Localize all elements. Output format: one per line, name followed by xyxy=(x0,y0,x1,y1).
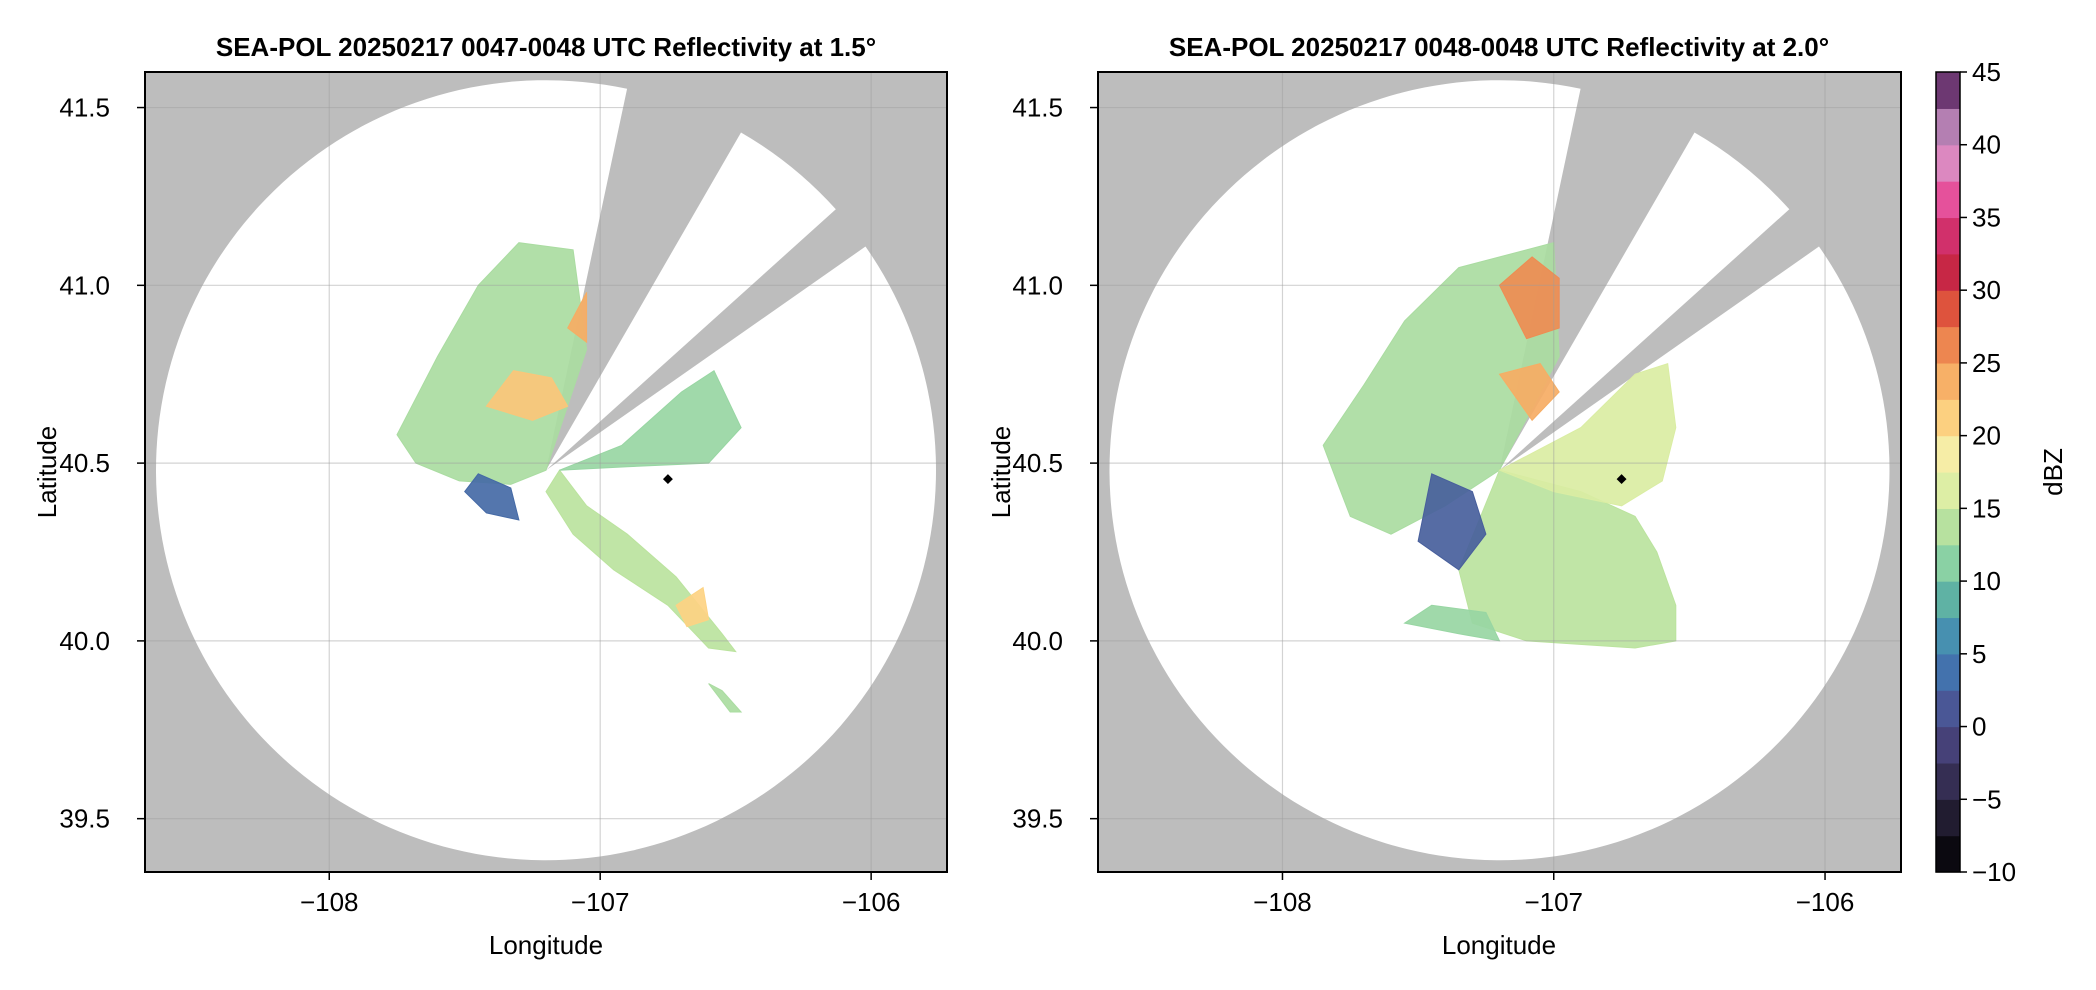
colorbar-bin xyxy=(1936,326,1960,364)
colorbar-bin xyxy=(1936,181,1960,219)
colorbar-bin xyxy=(1936,217,1960,255)
x-tick-labels: −108 −107 −106 xyxy=(1253,872,1854,917)
colorbar-tick-label: −5 xyxy=(1972,784,2002,814)
site-marker xyxy=(662,474,673,485)
colorbar-bin xyxy=(1936,617,1960,655)
grid-lines xyxy=(1098,72,1901,872)
site-marker-point xyxy=(662,474,673,485)
colorbar-bin xyxy=(1936,362,1960,400)
x-axis-label: Longitude xyxy=(1442,930,1556,960)
colorbar-bin xyxy=(1936,144,1960,182)
colorbar: −10 −5 0 5 10 15 20 25 30 35 40 45 dBZ xyxy=(1935,57,2068,887)
grid-lines xyxy=(145,72,947,872)
echo-region xyxy=(464,473,520,521)
colorbar-tick-label: 25 xyxy=(1972,348,2001,378)
colorbar-bin xyxy=(1936,690,1960,728)
colorbar-tick-label: 0 xyxy=(1972,712,1986,742)
colorbar-tick-label: 20 xyxy=(1972,421,2001,451)
colorbar-bin xyxy=(1936,472,1960,509)
colorbar-bin xyxy=(1936,508,1960,546)
colorbar-tick-labels: −10 −5 0 5 10 15 20 25 30 35 40 45 xyxy=(1960,57,2016,887)
y-tick-label: 41.5 xyxy=(1012,93,1063,123)
site-marker xyxy=(1616,474,1627,485)
echo-region xyxy=(485,370,569,421)
y-tick-labels: 39.5 40.0 40.5 41.0 41.5 xyxy=(59,93,145,834)
echo-region xyxy=(1417,473,1487,571)
reflectivity-echoes xyxy=(396,242,743,713)
colorbar-bin xyxy=(1936,799,1960,837)
x-tick-label: −106 xyxy=(1796,887,1855,917)
y-tick-label: 41.0 xyxy=(59,270,110,300)
site-marker-point xyxy=(1616,474,1627,485)
x-axis-label: Longitude xyxy=(489,930,603,960)
y-tick-label: 40.0 xyxy=(59,626,110,656)
colorbar-frame xyxy=(1935,71,1961,873)
panel-title: SEA-POL 20250217 0048-0048 UTC Reflectiv… xyxy=(1169,32,1829,62)
ppi-panel-2: SEA-POL 20250217 0048-0048 UTC Reflectiv… xyxy=(986,32,1902,960)
colorbar-tick-label: 30 xyxy=(1972,275,2001,305)
x-tick-label: −108 xyxy=(1253,887,1312,917)
x-tick-label: −106 xyxy=(842,887,901,917)
colorbar-tick-label: 45 xyxy=(1972,57,2001,87)
colorbar-bin xyxy=(1936,72,1960,109)
y-tick-label: 40.5 xyxy=(59,448,110,478)
colorbar-bin xyxy=(1936,435,1960,473)
colorbar-label: dBZ xyxy=(2038,448,2068,496)
echo-region xyxy=(1458,469,1677,649)
plot-frame xyxy=(144,71,948,873)
x-tick-label: −107 xyxy=(571,887,630,917)
echo-region xyxy=(708,683,743,713)
echo-region xyxy=(1498,363,1560,422)
reflectivity-echoes xyxy=(1322,242,1677,649)
plot-frame xyxy=(1097,71,1902,873)
y-tick-label: 40.0 xyxy=(1012,626,1063,656)
y-tick-label: 41.0 xyxy=(1012,270,1063,300)
y-tick-label: 39.5 xyxy=(59,804,110,834)
y-tick-labels: 39.5 40.0 40.5 41.0 41.5 xyxy=(1012,93,1098,834)
y-tick-label: 40.5 xyxy=(1012,448,1063,478)
colorbar-bin xyxy=(1936,399,1960,437)
colorbar-bin xyxy=(1936,653,1960,691)
echo-region xyxy=(567,292,588,344)
colorbar-bin xyxy=(1936,726,1960,764)
y-tick-label: 39.5 xyxy=(1012,804,1063,834)
echo-region xyxy=(1498,256,1560,340)
colorbar-tick-label: −10 xyxy=(1972,857,2016,887)
colorbar-tick-label: 5 xyxy=(1972,639,1986,669)
colorbar-bins xyxy=(1936,72,1960,873)
echo-region xyxy=(396,242,588,485)
colorbar-bin xyxy=(1936,544,1960,582)
echo-region xyxy=(1498,362,1677,507)
colorbar-tick-label: 15 xyxy=(1972,493,2001,523)
coverage-sector xyxy=(546,132,836,471)
x-tick-label: −108 xyxy=(300,887,359,917)
x-tick-label: −107 xyxy=(1524,887,1583,917)
colorbar-bin xyxy=(1936,253,1960,291)
colorbar-tick-label: 10 xyxy=(1972,566,2001,596)
echo-region xyxy=(1403,604,1501,642)
colorbar-tick-label: 35 xyxy=(1972,202,2001,232)
panel-title: SEA-POL 20250217 0047-0048 UTC Reflectiv… xyxy=(216,32,876,62)
colorbar-bin xyxy=(1936,835,1960,873)
colorbar-bin xyxy=(1936,290,1960,328)
y-axis-label: Latitude xyxy=(986,426,1016,519)
colorbar-bin xyxy=(1936,762,1960,800)
colorbar-bin xyxy=(1936,581,1960,619)
y-axis-label: Latitude xyxy=(32,426,62,519)
ppi-panel-1: SEA-POL 20250217 0047-0048 UTC Reflectiv… xyxy=(32,32,948,960)
colorbar-bin xyxy=(1936,108,1960,146)
coverage-sector xyxy=(1499,132,1790,471)
x-tick-labels: −108 −107 −106 xyxy=(300,872,900,917)
echo-region xyxy=(559,369,742,471)
echo-region xyxy=(675,586,710,628)
y-tick-label: 41.5 xyxy=(59,93,110,123)
colorbar-tick-label: 40 xyxy=(1972,130,2001,160)
